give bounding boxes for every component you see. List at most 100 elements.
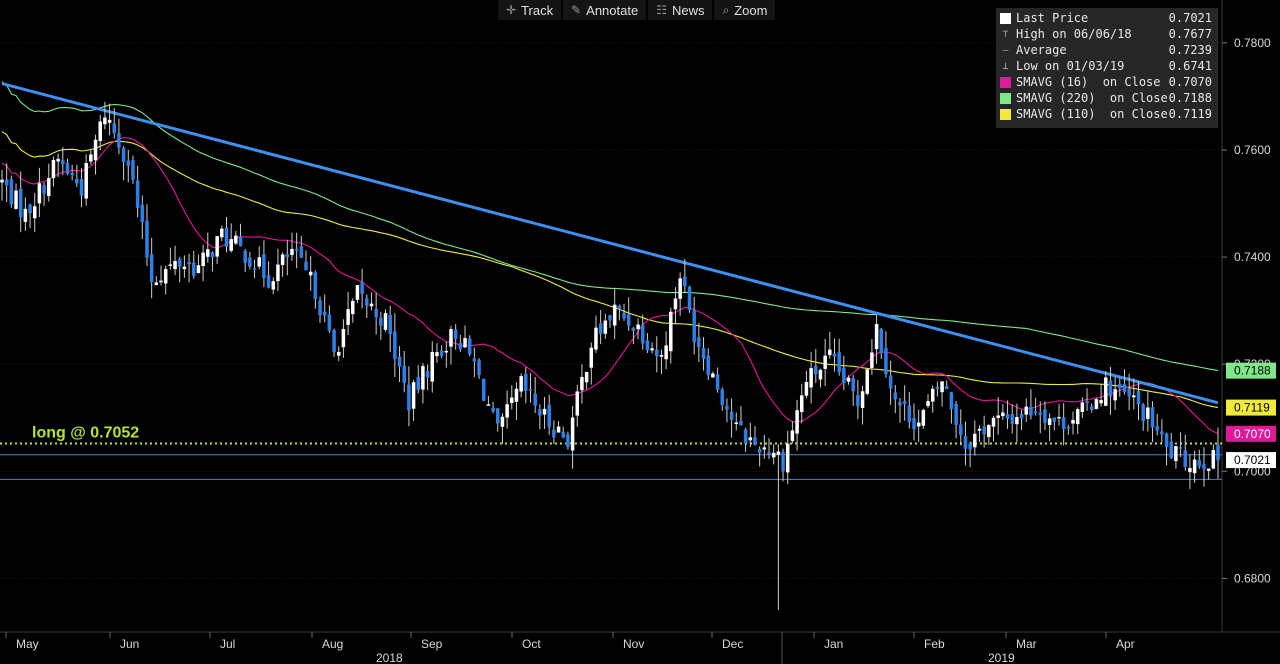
candle-body: [322, 311, 327, 316]
candle-body: [524, 374, 528, 391]
toolbar-button-annotate[interactable]: ✎ Annotate: [563, 0, 647, 20]
candle-body: [449, 329, 453, 347]
legend-swatch: [1000, 12, 1011, 24]
candle-body: [1066, 426, 1071, 429]
candle-body: [963, 435, 968, 449]
candle-body: [640, 324, 645, 344]
candle-body: [252, 268, 257, 270]
candle-body: [580, 376, 584, 391]
candle-body: [1104, 377, 1108, 406]
candle-body: [842, 367, 846, 384]
sma-16-value-tag-bg: [1226, 425, 1276, 442]
candle-body: [145, 220, 149, 258]
legend-row[interactable]: ⊥ Low on 01/03/19 0.6741: [996, 58, 1218, 74]
candle-body: [206, 249, 210, 257]
toolbar-button-track[interactable]: ✛ Track: [498, 0, 562, 20]
candle-body: [977, 428, 982, 431]
candle-body: [201, 252, 205, 266]
candle-body: [659, 355, 664, 357]
candle-body: [1197, 459, 1202, 467]
month-label: Feb: [924, 637, 945, 651]
legend-row[interactable]: SMAVG (220) on Close 0.7188: [996, 90, 1218, 106]
candle-body: [1033, 411, 1038, 414]
candle-body: [42, 184, 46, 194]
candle-body: [308, 271, 313, 276]
news-icon: ☷: [656, 3, 667, 17]
candle-body: [351, 300, 355, 315]
candle-body: [762, 447, 767, 450]
candle-body: [336, 351, 341, 356]
candle-body: [898, 401, 902, 406]
candle-body: [229, 239, 233, 251]
candle-body: [650, 348, 654, 351]
candle-body: [4, 179, 9, 186]
candle-body: [711, 373, 715, 378]
candle-body: [196, 265, 201, 273]
candle-body: [238, 236, 243, 247]
candle-body: [626, 314, 631, 326]
legend-label: High on 06/06/18: [1016, 27, 1132, 41]
candle-body: [1169, 441, 1173, 459]
candle-body: [1178, 447, 1183, 449]
legend-row[interactable]: SMAVG (110) on Close 0.7119: [996, 106, 1218, 122]
toolbar-button-zoom[interactable]: ⌕ Zoom: [714, 0, 776, 20]
month-label: Dec: [722, 637, 743, 651]
month-label: Jun: [120, 637, 139, 651]
month-label: Oct: [522, 637, 541, 651]
toolbar-button-label: Track: [521, 2, 554, 18]
legend-row[interactable]: SMAVG (16) on Close 0.7070: [996, 74, 1218, 90]
sma-220-value-tag: 0.7188: [1234, 364, 1271, 378]
toolbar-button-news[interactable]: ☷ News: [648, 0, 713, 20]
candle-body: [949, 392, 954, 410]
candle-body: [959, 424, 963, 435]
candle-body: [991, 417, 996, 427]
candle-body: [823, 355, 827, 369]
legend-row[interactable]: — Average 0.7239: [996, 42, 1218, 58]
candle-body: [533, 393, 537, 406]
candle-body: [1150, 407, 1155, 428]
candle-body: [930, 388, 935, 402]
candle-body: [926, 401, 930, 406]
candle-body: [402, 365, 406, 383]
candle-body: [1202, 464, 1206, 470]
candle-body: [912, 418, 916, 430]
candle-body: [1029, 406, 1033, 416]
candle-body: [673, 298, 678, 310]
candle-body: [159, 280, 163, 283]
legend-value: 0.7677: [1168, 27, 1212, 41]
candle-body: [383, 312, 388, 330]
legend-swatch: [1000, 108, 1011, 120]
legend-row[interactable]: ⊤ High on 06/06/18 0.7677: [996, 26, 1218, 42]
candle-body: [1015, 417, 1019, 425]
candle-body: [435, 352, 439, 357]
candle-body: [1188, 468, 1192, 473]
legend-label: SMAVG (16) on Close: [1016, 75, 1161, 89]
candle-body: [1141, 404, 1145, 422]
candle-body: [332, 330, 336, 353]
zoom-icon: ⌕: [722, 2, 730, 17]
candle-body: [729, 411, 734, 420]
annotation-label: long @ 0.7052: [32, 424, 139, 441]
candle-body: [290, 248, 294, 256]
candle-body: [163, 269, 168, 284]
candle-body: [18, 188, 23, 218]
legend-label: SMAVG (110) on Close: [1016, 107, 1168, 121]
candle-body: [243, 250, 247, 264]
candle-body: [771, 452, 776, 458]
candle-body: [874, 324, 879, 350]
candle-body: [1183, 450, 1188, 467]
candle-body: [594, 327, 598, 350]
candle-body: [940, 381, 944, 393]
candle-body: [795, 410, 799, 434]
candle-body: [701, 347, 706, 359]
sma-110-value-tag: 0.7119: [1234, 401, 1270, 415]
legend-row[interactable]: Last Price 0.7021: [996, 10, 1218, 26]
candle-body: [98, 121, 102, 141]
candle-body: [425, 371, 430, 378]
candle-body: [126, 160, 131, 166]
crosshair-icon: ✛: [506, 3, 517, 17]
candle-body: [692, 310, 696, 343]
candle-body: [706, 355, 710, 376]
sma-16-line: [1, 137, 1219, 435]
